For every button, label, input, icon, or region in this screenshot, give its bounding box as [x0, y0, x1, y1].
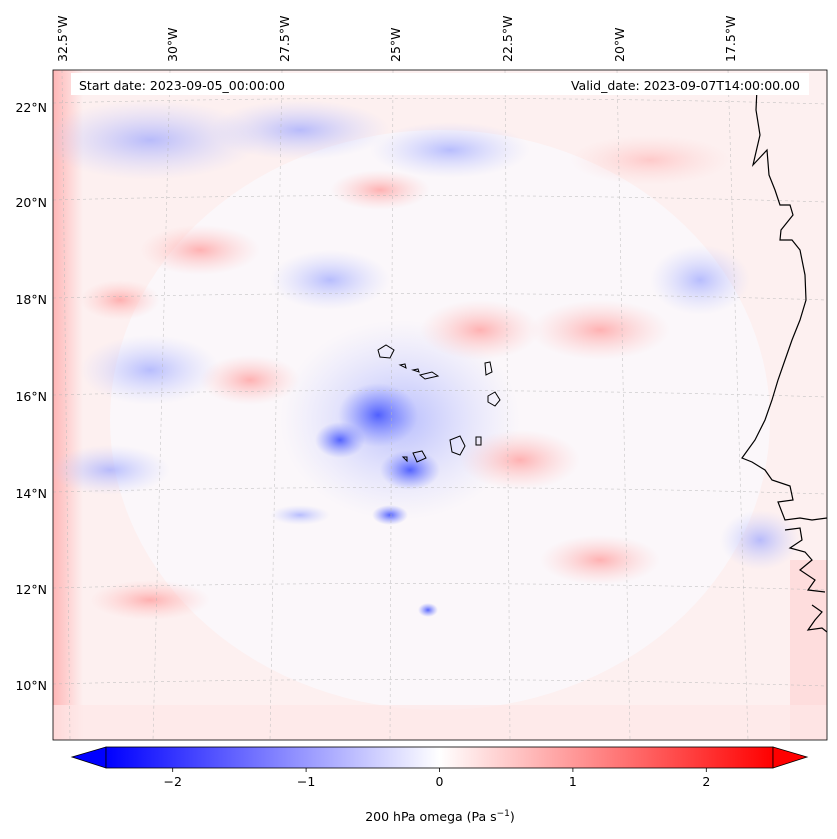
- colorbar-extend-low: [70, 746, 107, 769]
- coastlines: [377, 87, 827, 633]
- lat-label: 16°N: [15, 389, 47, 404]
- graticule: [53, 70, 827, 740]
- map-frame: [52, 69, 828, 741]
- colorbar-tick-label: 1: [569, 774, 577, 789]
- colorbar-tick-label: 0: [436, 774, 444, 789]
- lon-label: 25°W: [388, 27, 403, 62]
- lon-label: 27.5°W: [277, 16, 292, 62]
- cape-verde-islands: [377, 344, 501, 463]
- lat-label: 20°N: [15, 195, 47, 210]
- colorbar-ticks: −2 −1 0 1 2: [163, 768, 710, 789]
- lat-label: 10°N: [15, 678, 47, 693]
- longitude-labels: 32.5°W 30°W 27.5°W 25°W 22.5°W 20°W 17.5…: [55, 16, 738, 62]
- latitude-labels: 22°N 20°N 18°N 16°N 14°N 12°N 10°N: [15, 100, 47, 693]
- lat-label: 18°N: [15, 292, 47, 307]
- colorbar-label-exp: −1: [497, 809, 510, 819]
- colorbar-tick-label: 2: [702, 774, 710, 789]
- valid-date-label: Valid_date: 2023-09-07T14:00:00.00: [571, 78, 800, 93]
- lat-label: 14°N: [15, 486, 47, 501]
- lat-label: 22°N: [15, 100, 47, 115]
- lat-label: 12°N: [15, 582, 47, 597]
- lon-label: 20°W: [612, 27, 627, 62]
- colorbar-body: [105, 746, 774, 769]
- header-strip: [71, 73, 809, 95]
- lon-label: 32.5°W: [55, 16, 70, 62]
- africa-coastline: [741, 87, 827, 633]
- colorbar-extend-high: [772, 746, 809, 769]
- lon-label: 30°W: [165, 27, 180, 62]
- start-date-label: Start date: 2023-09-05_00:00:00: [79, 78, 285, 93]
- colorbar-tick-label: −1: [297, 774, 315, 789]
- omega-field: [53, 70, 827, 740]
- colorbar: −2 −1 0 1 2 200 hPa omega (Pa s−1): [70, 746, 809, 824]
- colorbar-label: 200 hPa omega (Pa s−1): [365, 809, 515, 824]
- colorbar-label-close: ): [510, 809, 515, 824]
- lon-label: 22.5°W: [500, 16, 515, 62]
- lon-label: 17.5°W: [723, 16, 738, 62]
- colorbar-label-text: 200 hPa omega (Pa s: [365, 809, 496, 824]
- colorbar-tick-label: −2: [163, 774, 181, 789]
